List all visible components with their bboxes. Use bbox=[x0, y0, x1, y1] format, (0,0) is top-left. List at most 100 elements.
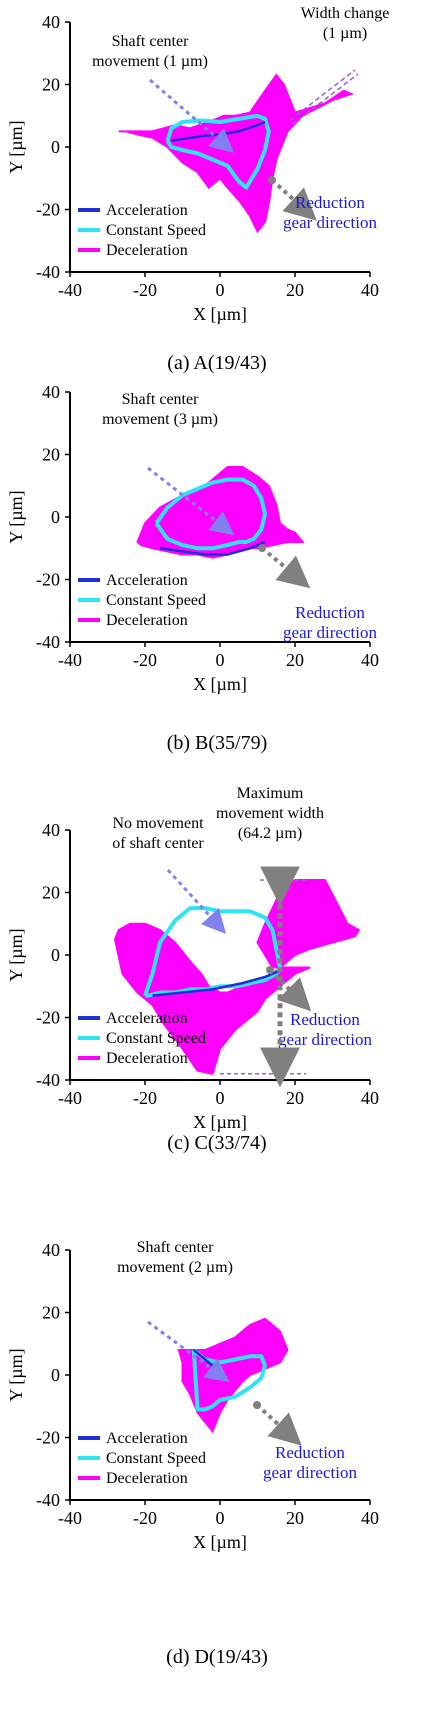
y-axis-label: Y [µm] bbox=[6, 928, 26, 981]
panel-b: -40 -20 0 20 40 -40 -20 0 20 40 X [µm] Y [µm] Shaft … bbox=[0, 380, 434, 800]
x-tick-label: 40 bbox=[361, 280, 379, 300]
shaft-center-arrow bbox=[147, 466, 235, 536]
y-tick-label: 20 bbox=[42, 445, 60, 465]
y-tick-label: 20 bbox=[42, 1303, 60, 1323]
x-axis-label: X [µm] bbox=[193, 674, 247, 694]
axes: -40 -20 0 20 40 -40 -20 0 20 40 X [µm] Y [µm] bbox=[6, 12, 379, 324]
series-constant-speed bbox=[154, 477, 267, 551]
x-tick-label: 20 bbox=[286, 1508, 304, 1528]
y-tick-label: 40 bbox=[42, 12, 60, 32]
chart-d: -40 -20 0 20 40 -40 -20 0 20 40 X [µm] Y [µm] Shaft … bbox=[6, 1239, 379, 1552]
legend-acceleration-label: Acceleration bbox=[106, 1010, 188, 1027]
legend: Acceleration Constant Speed Deceleration bbox=[78, 1430, 206, 1487]
legend-acceleration-label: Acceleration bbox=[106, 202, 188, 219]
series-deceleration bbox=[177, 1317, 289, 1434]
x-axis-label: X [µm] bbox=[193, 1112, 247, 1132]
y-tick-label: 20 bbox=[42, 75, 60, 95]
gear-annotation-line1: Reduction bbox=[295, 603, 365, 622]
extra-annotation-line1: Width change bbox=[301, 5, 390, 22]
x-tick-label: -20 bbox=[133, 650, 157, 670]
caption-a: (a) A(19/43) bbox=[167, 352, 267, 374]
legend-constant-speed-label: Constant Speed bbox=[106, 222, 206, 239]
y-tick-label: -40 bbox=[36, 1070, 60, 1090]
y-tick-label: -40 bbox=[36, 1490, 60, 1510]
width-change-line bbox=[292, 73, 359, 125]
shaft-annotation-line2: movement (3 µm) bbox=[102, 411, 218, 428]
caption-c: (c) C(33/74) bbox=[167, 1132, 267, 1154]
y-axis-label: Y [µm] bbox=[6, 120, 26, 173]
shaft-annotation-line1: No movement bbox=[112, 815, 204, 832]
shaft-annotation-line2: of shaft center bbox=[112, 835, 204, 852]
caption-d: (d) D(19/43) bbox=[166, 1646, 268, 1668]
y-tick-label: -40 bbox=[36, 632, 60, 652]
y-tick-label: 40 bbox=[42, 382, 60, 402]
legend-deceleration-label: Deceleration bbox=[106, 1050, 188, 1067]
gear-annotation-line1: Reduction bbox=[290, 1010, 360, 1029]
x-tick-label: 40 bbox=[361, 1508, 379, 1528]
extra-annotation-line2: movement width bbox=[216, 805, 324, 822]
x-tick-label: 20 bbox=[286, 280, 304, 300]
panel-c: -40 -20 0 20 40 -40 -20 0 20 40 X [µm] Y [µm] No mov… bbox=[0, 780, 434, 1200]
legend: Acceleration Constant Speed Deceleration bbox=[78, 1010, 206, 1067]
caption-b: (b) B(35/79) bbox=[166, 732, 268, 754]
axes: -40 -20 0 20 40 -40 -20 0 20 40 X [µm] Y [µm] bbox=[6, 382, 379, 694]
y-tick-label: 40 bbox=[42, 820, 60, 840]
x-tick-label: 0 bbox=[216, 280, 225, 300]
gear-annotation-line2: gear direction bbox=[278, 1030, 372, 1049]
legend-deceleration-label: Deceleration bbox=[106, 1470, 188, 1487]
x-tick-label: 0 bbox=[216, 1088, 225, 1108]
gear-annotation-line1: Reduction bbox=[275, 1443, 345, 1462]
x-tick-label: -40 bbox=[58, 1088, 82, 1108]
chart-b: -40 -20 0 20 40 -40 -20 0 20 40 X [µm] Y [µm] Shaft … bbox=[6, 382, 379, 694]
y-tick-label: -20 bbox=[36, 200, 60, 220]
x-tick-label: -20 bbox=[133, 1088, 157, 1108]
shaft-center-arrow bbox=[149, 78, 235, 153]
axes: -40 -20 0 20 40 -40 -20 0 20 40 X [µm] Y [µm] bbox=[6, 1240, 379, 1552]
y-tick-label: -40 bbox=[36, 262, 60, 282]
x-tick-label: -20 bbox=[133, 280, 157, 300]
legend-constant-speed-label: Constant Speed bbox=[106, 592, 206, 609]
shaft-annotation-line2: movement (2 µm) bbox=[117, 1259, 233, 1276]
y-tick-label: 0 bbox=[51, 945, 60, 965]
legend-deceleration-label: Deceleration bbox=[106, 612, 188, 629]
gear-direction-arrow bbox=[260, 546, 311, 589]
panel-a: -40 -20 0 20 40 -40 -20 0 20 40 X [µm] Y [µm] Shaft … bbox=[0, 0, 434, 420]
chart-a: -40 -20 0 20 40 -40 -20 0 20 40 X [µm] Y [µm] Shaft … bbox=[6, 5, 390, 324]
legend: Acceleration Constant Speed Deceleration bbox=[78, 572, 206, 629]
x-tick-label: 40 bbox=[361, 650, 379, 670]
series-constant-speed bbox=[165, 113, 271, 190]
shaft-center-arrow bbox=[166, 868, 227, 934]
legend: Acceleration Constant Speed Deceleration bbox=[78, 202, 206, 259]
panel-d: -40 -20 0 20 40 -40 -20 0 20 40 X [µm] Y [µm] Shaft … bbox=[0, 1230, 434, 1668]
shaft-center-arrow bbox=[147, 1320, 230, 1383]
shaft-annotation-line2: movement (1 µm) bbox=[92, 53, 208, 70]
y-tick-label: 20 bbox=[42, 883, 60, 903]
y-tick-label: 0 bbox=[51, 137, 60, 157]
legend-acceleration-label: Acceleration bbox=[106, 572, 188, 589]
y-tick-label: 0 bbox=[51, 1365, 60, 1385]
extra-annotation-line3: (64.2 µm) bbox=[238, 825, 302, 842]
gear-annotation-line2: gear direction bbox=[263, 1463, 357, 1482]
width-change-line bbox=[289, 69, 356, 121]
x-tick-label: 40 bbox=[361, 1088, 379, 1108]
x-tick-label: 0 bbox=[216, 1508, 225, 1528]
series-deceleration bbox=[118, 73, 355, 234]
extra-annotation-line2: (1 µm) bbox=[323, 25, 367, 42]
x-tick-label: -40 bbox=[58, 1508, 82, 1528]
x-axis-label: X [µm] bbox=[193, 304, 247, 324]
extra-annotation-line1: Maximum bbox=[237, 785, 304, 802]
y-tick-label: -20 bbox=[36, 1008, 60, 1028]
gear-annotation-line2: gear direction bbox=[283, 213, 377, 232]
y-axis-label: Y [µm] bbox=[6, 1348, 26, 1401]
legend-deceleration-label: Deceleration bbox=[106, 242, 188, 259]
shaft-annotation-line1: Shaft center bbox=[112, 33, 190, 50]
gear-annotation-line2: gear direction bbox=[283, 623, 377, 642]
shaft-annotation-line1: Shaft center bbox=[137, 1239, 215, 1256]
y-tick-label: -20 bbox=[36, 1428, 60, 1448]
axes: -40 -20 0 20 40 -40 -20 0 20 40 X [µm] Y [µm] bbox=[6, 820, 379, 1132]
series-acceleration bbox=[159, 540, 266, 556]
y-axis-label: Y [µm] bbox=[6, 490, 26, 543]
legend-constant-speed-label: Constant Speed bbox=[106, 1450, 206, 1467]
x-axis-label: X [µm] bbox=[193, 1532, 247, 1552]
x-tick-label: 0 bbox=[216, 650, 225, 670]
